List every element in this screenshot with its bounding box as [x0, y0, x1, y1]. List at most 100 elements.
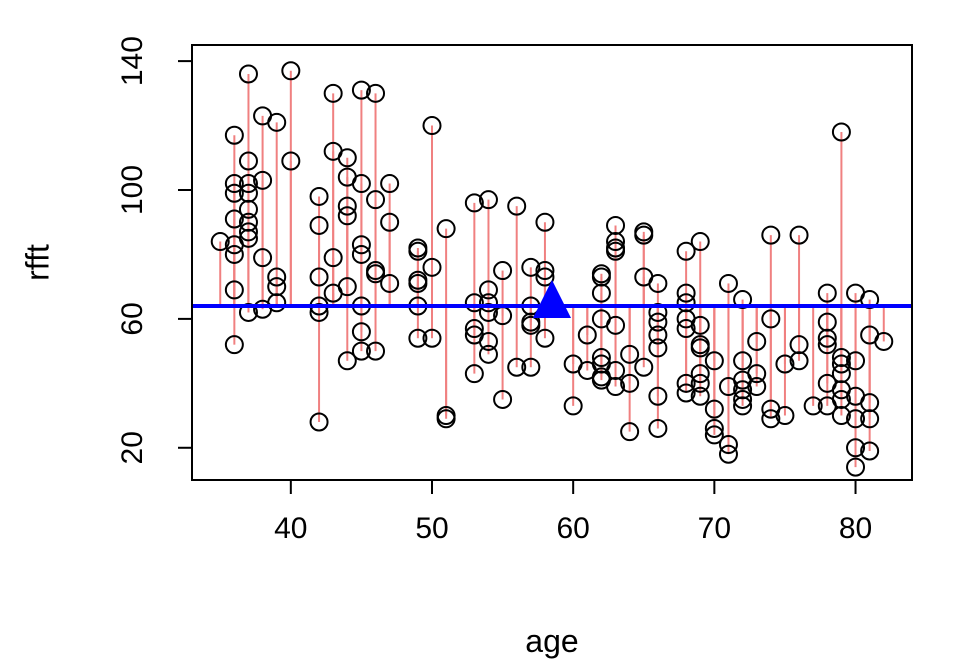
plot-frame	[191, 44, 913, 481]
data-point	[323, 83, 343, 103]
data-point	[351, 322, 371, 342]
data-point	[478, 344, 498, 364]
data-point	[238, 302, 258, 322]
data-point	[323, 248, 343, 268]
data-point	[464, 293, 484, 313]
y-tick-label: 100	[116, 165, 149, 215]
data-point	[351, 341, 371, 361]
data-point	[761, 225, 781, 245]
data-point	[747, 364, 767, 384]
data-point	[309, 215, 329, 235]
data-point	[337, 206, 357, 226]
data-point	[238, 222, 258, 242]
data-point	[591, 348, 611, 368]
data-point	[704, 425, 724, 445]
data-point	[606, 377, 626, 397]
data-point	[464, 319, 484, 339]
y-tick-label: 140	[116, 36, 149, 86]
data-point	[267, 267, 287, 287]
data-point	[803, 396, 823, 416]
x-axis-title: age	[525, 623, 578, 659]
data-point	[606, 315, 626, 335]
data-point	[507, 357, 527, 377]
data-point	[676, 283, 696, 303]
data-point	[690, 386, 710, 406]
data-point	[351, 174, 371, 194]
data-point	[704, 399, 724, 419]
data-point	[747, 377, 767, 397]
data-point	[690, 373, 710, 393]
data-point	[309, 186, 329, 206]
data-point	[747, 331, 767, 351]
mean-marker	[533, 280, 571, 318]
data-point	[309, 302, 329, 322]
data-point	[224, 280, 244, 300]
data-point	[648, 312, 668, 332]
data-point	[380, 174, 400, 194]
data-point	[380, 212, 400, 232]
data-point	[775, 406, 795, 426]
data-point	[267, 112, 287, 132]
data-point	[676, 383, 696, 403]
data-point	[366, 83, 386, 103]
data-point	[591, 283, 611, 303]
data-point	[224, 244, 244, 264]
data-point	[478, 280, 498, 300]
data-point	[648, 273, 668, 293]
data-point	[507, 196, 527, 216]
data-point	[846, 409, 866, 429]
data-point	[733, 351, 753, 371]
data-point	[238, 174, 258, 194]
residual-lines	[219, 70, 885, 468]
data-point	[337, 277, 357, 297]
data-point	[337, 148, 357, 168]
data-point	[718, 273, 738, 293]
data-point	[874, 331, 894, 351]
data-point	[478, 302, 498, 322]
data-point	[648, 325, 668, 345]
data-point	[704, 351, 724, 371]
data-point	[761, 409, 781, 429]
data-point	[733, 396, 753, 416]
data-point	[238, 199, 258, 219]
data-point	[351, 235, 371, 255]
data-point	[676, 373, 696, 393]
data-point	[422, 116, 442, 136]
y-axis-title: rfft	[19, 244, 55, 281]
data-point	[620, 344, 640, 364]
data-point	[464, 364, 484, 384]
data-point	[648, 338, 668, 358]
data-point	[351, 244, 371, 264]
data-point	[408, 328, 428, 348]
data-point	[224, 183, 244, 203]
data-point	[860, 409, 880, 429]
data-point	[380, 273, 400, 293]
data-point	[620, 373, 640, 393]
data-point	[267, 293, 287, 313]
data-point	[253, 170, 273, 190]
x-tick-label: 50	[415, 512, 448, 545]
data-point	[309, 267, 329, 287]
data-point	[690, 364, 710, 384]
data-point	[860, 290, 880, 310]
x-tick-label: 60	[556, 512, 589, 545]
x-axis: 40 50 60 70 80	[274, 480, 872, 545]
data-point	[606, 241, 626, 261]
data-point	[478, 331, 498, 351]
data-point	[690, 232, 710, 252]
data-point	[478, 293, 498, 313]
data-point	[648, 386, 668, 406]
data-point	[733, 389, 753, 409]
y-axis: 20 60 100 140	[116, 36, 192, 464]
data-point	[464, 193, 484, 213]
data-point	[846, 351, 866, 371]
data-point	[535, 212, 555, 232]
data-point	[718, 435, 738, 455]
data-point	[761, 309, 781, 329]
data-point	[846, 438, 866, 458]
data-point	[634, 225, 654, 245]
data-point	[238, 64, 258, 84]
data-point	[224, 335, 244, 355]
data-points	[210, 61, 894, 477]
